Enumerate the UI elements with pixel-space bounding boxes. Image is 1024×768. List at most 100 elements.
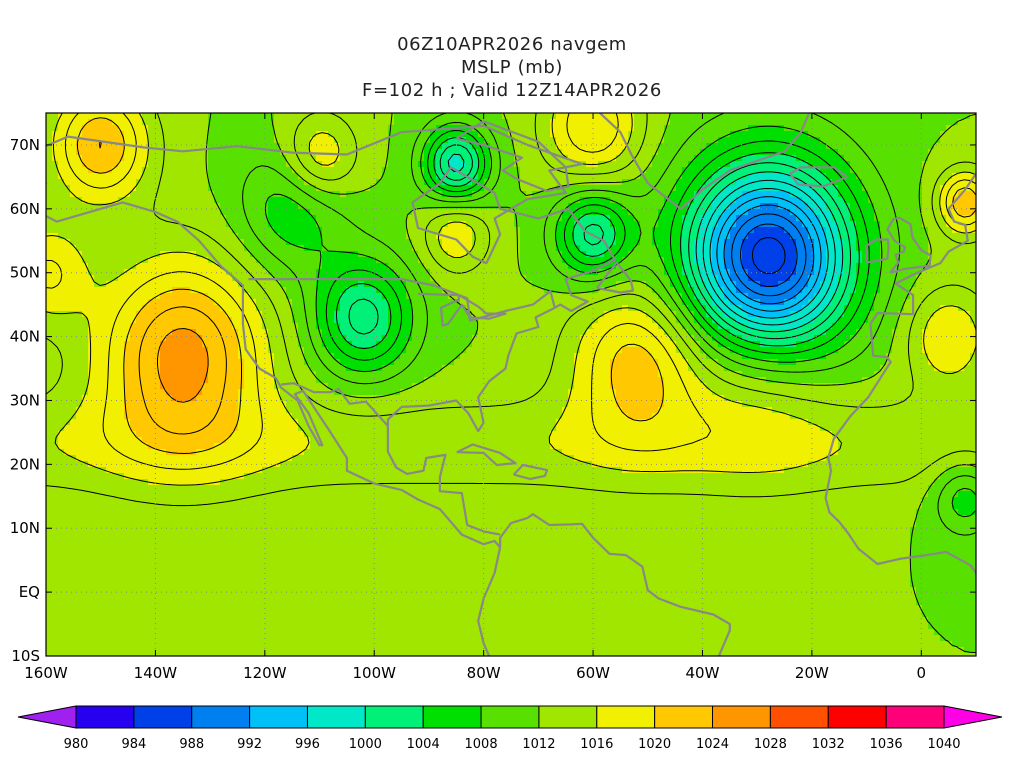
- pressure-cell: [598, 161, 605, 168]
- pressure-cell: [478, 275, 485, 282]
- pressure-cell: [454, 245, 461, 252]
- pressure-cell: [838, 275, 845, 282]
- pressure-cell: [64, 251, 71, 258]
- pressure-cell: [532, 245, 539, 252]
- pressure-cell: [418, 179, 425, 186]
- pressure-cell: [502, 233, 509, 240]
- pressure-cell: [298, 131, 305, 138]
- pressure-cell: [460, 167, 467, 174]
- pressure-cell: [298, 233, 305, 240]
- pressure-cell: [700, 203, 707, 210]
- pressure-cell: [298, 299, 305, 306]
- pressure-cell: [856, 239, 863, 246]
- pressure-cell: [196, 167, 203, 174]
- pressure-cell: [250, 269, 257, 276]
- pressure-cell: [622, 113, 629, 120]
- pressure-cell: [964, 281, 971, 288]
- pressure-cell: [706, 179, 713, 186]
- pressure-cell: [364, 185, 371, 192]
- pressure-cell: [820, 221, 827, 228]
- pressure-cell: [400, 137, 407, 144]
- pressure-cell: [898, 191, 905, 198]
- pressure-cell: [616, 113, 623, 120]
- pressure-cell: [676, 215, 683, 222]
- pressure-cell: [352, 209, 359, 216]
- pressure-cell: [688, 221, 695, 228]
- pressure-cell: [268, 191, 275, 198]
- pressure-cell: [232, 119, 239, 126]
- pressure-cell: [826, 233, 833, 240]
- pressure-cell: [706, 167, 713, 174]
- pressure-cell: [922, 119, 929, 126]
- pressure-cell: [562, 185, 569, 192]
- pressure-cell: [514, 113, 521, 120]
- pressure-cell: [634, 209, 641, 216]
- pressure-cell: [514, 125, 521, 132]
- pressure-cell: [868, 161, 875, 168]
- pressure-cell: [268, 155, 275, 162]
- pressure-cell: [352, 287, 359, 294]
- pressure-cell: [604, 143, 611, 150]
- pressure-cell: [430, 155, 437, 162]
- pressure-cell: [268, 251, 275, 258]
- pressure-cell: [64, 203, 71, 210]
- pressure-cell: [772, 239, 779, 246]
- pressure-cell: [220, 215, 227, 222]
- pressure-cell: [304, 173, 311, 180]
- pressure-cell: [382, 239, 389, 246]
- pressure-cell: [316, 125, 323, 132]
- pressure-cell: [976, 155, 983, 162]
- pressure-cell: [310, 299, 317, 306]
- pressure-cell: [922, 185, 929, 192]
- pressure-cell: [544, 275, 551, 282]
- pressure-cell: [784, 221, 791, 228]
- pressure-cell: [76, 137, 83, 144]
- pressure-cell: [934, 149, 941, 156]
- pressure-cell: [598, 155, 605, 162]
- pressure-cell: [940, 155, 947, 162]
- pressure-cell: [112, 239, 119, 246]
- pressure-cell: [562, 197, 569, 204]
- pressure-cell: [256, 197, 263, 204]
- pressure-cell: [130, 137, 137, 144]
- pressure-cell: [922, 161, 929, 168]
- pressure-cell: [958, 239, 965, 246]
- pressure-cell: [190, 257, 197, 264]
- pressure-cell: [496, 131, 503, 138]
- pressure-cell: [370, 167, 377, 174]
- pressure-cell: [784, 119, 791, 126]
- pressure-cell: [436, 173, 443, 180]
- pressure-cell: [454, 251, 461, 258]
- pressure-cell: [568, 131, 575, 138]
- pressure-cell: [526, 119, 533, 126]
- pressure-cell: [196, 257, 203, 264]
- pressure-cell: [736, 179, 743, 186]
- pressure-cell: [64, 293, 71, 300]
- pressure-cell: [268, 143, 275, 150]
- pressure-cell: [166, 119, 173, 126]
- pressure-cell: [646, 173, 653, 180]
- pressure-cell: [526, 251, 533, 258]
- pressure-cell: [664, 197, 671, 204]
- pressure-cell: [160, 245, 167, 252]
- pressure-cell: [370, 155, 377, 162]
- pressure-cell: [790, 125, 797, 132]
- pressure-cell: [976, 131, 983, 138]
- pressure-cell: [658, 203, 665, 210]
- pressure-cell: [82, 269, 89, 276]
- pressure-cell: [676, 173, 683, 180]
- pressure-cell: [166, 239, 173, 246]
- pressure-cell: [916, 287, 923, 294]
- pressure-cell: [226, 113, 233, 120]
- pressure-cell: [574, 269, 581, 276]
- pressure-cell: [868, 287, 875, 294]
- pressure-cell: [838, 221, 845, 228]
- pressure-cell: [820, 257, 827, 264]
- pressure-cell: [718, 197, 725, 204]
- pressure-cell: [778, 137, 785, 144]
- pressure-cell: [766, 275, 773, 282]
- pressure-cell: [292, 173, 299, 180]
- pressure-cell: [130, 191, 137, 198]
- pressure-cell: [424, 203, 431, 210]
- pressure-cell: [580, 251, 587, 258]
